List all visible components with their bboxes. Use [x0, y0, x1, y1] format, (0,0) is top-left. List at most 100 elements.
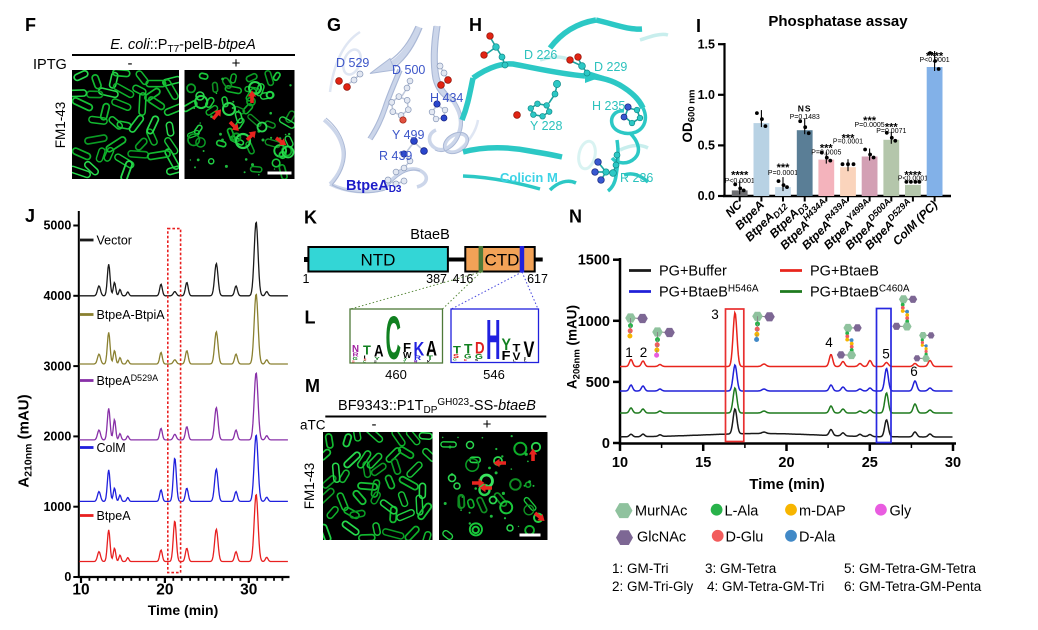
svg-text:I: I	[696, 16, 701, 36]
svg-text:1000: 1000	[578, 314, 610, 330]
svg-text:1.5: 1.5	[698, 37, 715, 51]
svg-text:M: M	[305, 376, 320, 396]
svg-text:ColM: ColM	[97, 441, 126, 455]
svg-text:D 229: D 229	[594, 60, 627, 74]
svg-text:Phosphatase assay: Phosphatase assay	[768, 13, 908, 30]
svg-text:P=0.1483: P=0.1483	[790, 114, 820, 121]
svg-text:L-Ala: L-Ala	[725, 504, 760, 520]
svg-text:0.0: 0.0	[698, 189, 715, 203]
svg-text:Y 228: Y 228	[530, 119, 562, 133]
svg-text:F: F	[25, 15, 36, 35]
svg-text:5: GM-Tetra-GM-Tetra: 5: GM-Tetra-GM-Tetra	[844, 561, 977, 576]
svg-text:R 236: R 236	[620, 171, 653, 185]
svg-text:BtaeB: BtaeB	[410, 227, 450, 243]
svg-text:500: 500	[586, 375, 610, 391]
svg-text:H 434: H 434	[430, 91, 463, 105]
svg-text:R 439: R 439	[379, 149, 412, 163]
svg-text:0: 0	[602, 436, 610, 452]
svg-text:BtpeA-BtpiA: BtpeA-BtpiA	[97, 308, 166, 322]
svg-text:387: 387	[426, 272, 447, 286]
svg-text:NS: NS	[798, 104, 812, 114]
svg-text:P<0.0001: P<0.0001	[920, 57, 950, 64]
svg-text:4: 4	[825, 335, 833, 350]
svg-text:D-Glu: D-Glu	[726, 530, 764, 546]
svg-text:aTC: aTC	[300, 418, 326, 433]
svg-text:0.5: 0.5	[698, 139, 715, 153]
svg-text:J: J	[25, 206, 35, 226]
svg-text:PG+BtaeB: PG+BtaeB	[810, 264, 879, 280]
svg-text:Gly: Gly	[890, 504, 913, 520]
svg-text:1: 1	[303, 272, 310, 286]
svg-text:Time (min): Time (min)	[749, 476, 825, 493]
svg-text:G: G	[453, 358, 457, 362]
svg-text:3: 3	[711, 307, 719, 322]
svg-text:Vector: Vector	[97, 234, 132, 248]
svg-text:2: 2	[640, 345, 648, 360]
svg-text:P=0.0001: P=0.0001	[833, 139, 863, 146]
svg-text:3000: 3000	[43, 359, 71, 373]
svg-text:2: GM-Tri-Gly: 2: GM-Tri-Gly	[612, 579, 693, 594]
svg-text:L: L	[305, 308, 316, 328]
svg-text:1: GM-Tri: 1: GM-Tri	[612, 561, 669, 576]
svg-text:P<0.0001: P<0.0001	[898, 176, 928, 183]
svg-text:I: I	[427, 360, 428, 363]
svg-text:D-Ala: D-Ala	[799, 530, 836, 546]
svg-text:20: 20	[156, 582, 173, 599]
svg-text:NTD: NTD	[361, 251, 396, 270]
svg-text:10: 10	[72, 582, 89, 599]
svg-text:H 235: H 235	[592, 99, 625, 113]
svg-text:10: 10	[612, 455, 628, 471]
svg-text:1500: 1500	[578, 253, 610, 269]
svg-text:Y 499: Y 499	[392, 128, 424, 142]
svg-text:GlcNAc: GlcNAc	[637, 530, 686, 546]
svg-text:Colicin M: Colicin M	[500, 170, 558, 185]
svg-text:P=0.0001: P=0.0001	[768, 170, 798, 177]
svg-text:N: N	[569, 207, 582, 227]
svg-text:4000: 4000	[43, 289, 71, 303]
svg-text:P=0.0005: P=0.0005	[811, 149, 841, 156]
svg-text:FM1-43: FM1-43	[53, 102, 68, 149]
svg-text:-: -	[128, 55, 133, 72]
svg-text:P<0.0001: P<0.0001	[725, 178, 755, 185]
svg-text:30: 30	[240, 582, 257, 599]
svg-text:4: GM-Tetra-GM-Tri: 4: GM-Tetra-GM-Tri	[707, 579, 824, 594]
svg-text:MurNAc: MurNAc	[635, 504, 687, 520]
svg-text:D 226: D 226	[524, 48, 557, 62]
svg-text:+: +	[483, 416, 492, 433]
svg-text:25: 25	[862, 455, 878, 471]
svg-text:CTD: CTD	[485, 251, 520, 270]
svg-text:6: GM-Tetra-GM-Penta: 6: GM-Tetra-GM-Penta	[844, 579, 982, 594]
svg-text:IPTG: IPTG	[33, 57, 67, 73]
svg-text:1.0: 1.0	[698, 88, 715, 102]
svg-text:P=0.0071: P=0.0071	[876, 128, 906, 135]
svg-text:Time (min): Time (min)	[148, 602, 219, 618]
svg-text:30: 30	[945, 455, 961, 471]
svg-text:D 500: D 500	[392, 63, 425, 77]
svg-text:H: H	[469, 15, 482, 35]
svg-text:C: C	[386, 304, 402, 372]
svg-text:BtpeA: BtpeA	[97, 509, 132, 523]
svg-text:T: T	[403, 360, 405, 363]
svg-text:5000: 5000	[43, 219, 71, 233]
svg-text:F: F	[502, 348, 511, 363]
svg-text:5: 5	[882, 347, 890, 362]
svg-text:1: 1	[625, 345, 633, 360]
svg-text:3: GM-Tetra: 3: GM-Tetra	[705, 561, 777, 576]
svg-text:6: 6	[910, 364, 918, 379]
svg-text:G: G	[327, 15, 341, 35]
svg-text:2000: 2000	[43, 430, 71, 444]
svg-text:FM1-43: FM1-43	[302, 463, 317, 510]
svg-text:H: H	[486, 308, 501, 372]
svg-text:-: -	[372, 416, 377, 433]
svg-text:m-DAP: m-DAP	[799, 504, 846, 520]
svg-text:0: 0	[64, 570, 71, 584]
svg-text:D 529: D 529	[336, 56, 369, 70]
svg-text:20: 20	[778, 455, 794, 471]
svg-text:PG+Buffer: PG+Buffer	[659, 264, 727, 280]
svg-text:617: 617	[527, 272, 548, 286]
svg-text:K: K	[304, 208, 317, 228]
svg-text:15: 15	[695, 455, 711, 471]
svg-text:E. coli::PT7-pelB-btpeA: E. coli::PT7-pelB-btpeA	[110, 37, 256, 55]
svg-text:1000: 1000	[43, 500, 71, 514]
svg-text:+: +	[232, 55, 241, 72]
